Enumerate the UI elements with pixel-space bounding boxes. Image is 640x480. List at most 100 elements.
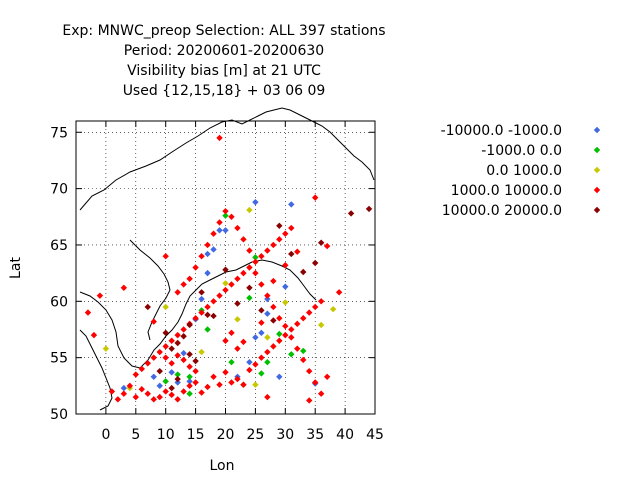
data-point-series-4 [150, 354, 157, 361]
data-point-series-4 [228, 329, 235, 337]
data-point-series-4 [120, 284, 128, 291]
data-point-series-4 [168, 391, 175, 399]
data-point-series-5 [144, 303, 151, 311]
data-point-series-2 [228, 358, 235, 366]
data-point-series-4 [335, 289, 343, 296]
data-point-series-4 [317, 298, 325, 305]
legend-label: 1000.0 10000.0 [451, 183, 562, 199]
data-point-series-4 [114, 396, 122, 403]
data-point-series-5 [234, 300, 241, 307]
y-tick-label: 70 [50, 182, 68, 198]
y-axis-ticks: 50 55 60 65 70 75 [50, 125, 375, 423]
data-point-series-4 [156, 393, 163, 401]
x-tick-label: 10 [157, 427, 175, 443]
y-tick-label: 60 [50, 294, 68, 310]
data-point-series-4 [162, 354, 169, 361]
data-point-series-3 [234, 316, 241, 323]
data-point-series-4 [222, 369, 229, 376]
data-point-series-1 [258, 329, 265, 337]
x-tick-label: 25 [246, 427, 264, 443]
data-point-series-4 [264, 393, 271, 401]
data-point-series-4 [270, 343, 277, 350]
data-point-series-2 [186, 373, 193, 381]
data-point-series-4 [144, 390, 151, 397]
data-point-series-4 [174, 396, 181, 403]
data-point-series-2 [204, 326, 211, 333]
data-point-series-4 [150, 396, 157, 403]
data-point-series-4 [132, 371, 139, 378]
data-point-series-5 [180, 333, 187, 340]
data-point-series-4 [192, 264, 199, 271]
data-point-series-1 [204, 250, 211, 258]
data-point-series-4 [210, 298, 217, 305]
data-point-series-4 [246, 247, 253, 254]
data-point-series-5 [186, 351, 193, 358]
data-point-series-1 [216, 227, 223, 234]
data-point-series-1 [174, 379, 181, 386]
data-point-series-1 [120, 384, 128, 392]
data-point-series-5 [198, 289, 205, 296]
data-point-series-4 [96, 292, 104, 299]
data-point-series-4 [240, 338, 247, 346]
data-point-series-1 [186, 378, 193, 385]
data-point-series-1 [288, 201, 295, 208]
data-point-series-4 [168, 360, 175, 367]
data-point-series-5 [204, 311, 211, 319]
data-point-series-1 [276, 373, 283, 381]
x-tick-label: 5 [131, 427, 140, 443]
legend-marker [593, 126, 601, 134]
data-point-series-3 [252, 381, 259, 388]
x-tick-label: 15 [187, 427, 205, 443]
data-point-series-4 [258, 253, 265, 260]
data-point-series-4 [186, 275, 193, 282]
legend-marker [593, 206, 601, 214]
data-point-series-3 [317, 321, 325, 329]
legend-marker [593, 166, 601, 174]
data-point-series-4 [126, 382, 134, 390]
data-point-series-1 [210, 246, 217, 253]
data-point-series-1 [264, 295, 271, 303]
data-point-series-4 [162, 253, 169, 260]
x-tick-label: 30 [276, 427, 294, 443]
data-point-series-4 [312, 303, 319, 311]
data-point-series-4 [252, 258, 259, 266]
data-point-series-5 [300, 268, 307, 276]
data-point-series-4 [258, 319, 265, 326]
data-point-series-3 [102, 345, 110, 352]
y-tick-label: 55 [50, 351, 68, 367]
data-point-series-2 [174, 371, 181, 378]
chart-title-line-3: Visibility bias [m] at 21 UTC [127, 63, 321, 79]
data-point-series-4 [204, 383, 211, 391]
data-point-series-5 [246, 284, 253, 291]
data-point-series-4 [252, 361, 259, 368]
data-point-series-4 [312, 379, 319, 386]
data-point-series-4 [306, 309, 313, 316]
data-point-series-4 [264, 292, 271, 299]
x-tick-label: 20 [217, 427, 235, 443]
data-point-series-5 [288, 250, 295, 258]
data-point-series-4 [228, 281, 235, 288]
data-point-series-4 [144, 360, 151, 367]
data-point-series-2 [186, 390, 193, 397]
data-point-series-4 [270, 303, 277, 311]
data-point-series-3 [329, 305, 337, 313]
data-point-series-2 [246, 294, 253, 302]
x-axis-ticks: 0 5 10 15 20 25 30 35 40 45 [101, 121, 384, 443]
data-point-series-4 [222, 207, 229, 215]
coastline-map [79, 107, 375, 411]
data-point-series-4 [216, 381, 223, 388]
data-point-series-4 [246, 264, 253, 271]
data-point-series-4 [323, 242, 331, 250]
data-point-series-5 [174, 339, 181, 347]
data-point-series-2 [162, 378, 169, 385]
data-point-series-4 [300, 356, 307, 364]
data-point-series-4 [174, 331, 181, 339]
y-axis-label: Lat [8, 257, 24, 279]
x-tick-label: 45 [366, 427, 384, 443]
data-point-series-4 [252, 269, 259, 277]
data-point-series-1 [180, 349, 187, 357]
data-point-series-4 [234, 224, 241, 232]
data-point-series-4 [294, 345, 301, 352]
data-point-series-4 [174, 352, 181, 359]
data-point-series-5 [168, 345, 175, 352]
